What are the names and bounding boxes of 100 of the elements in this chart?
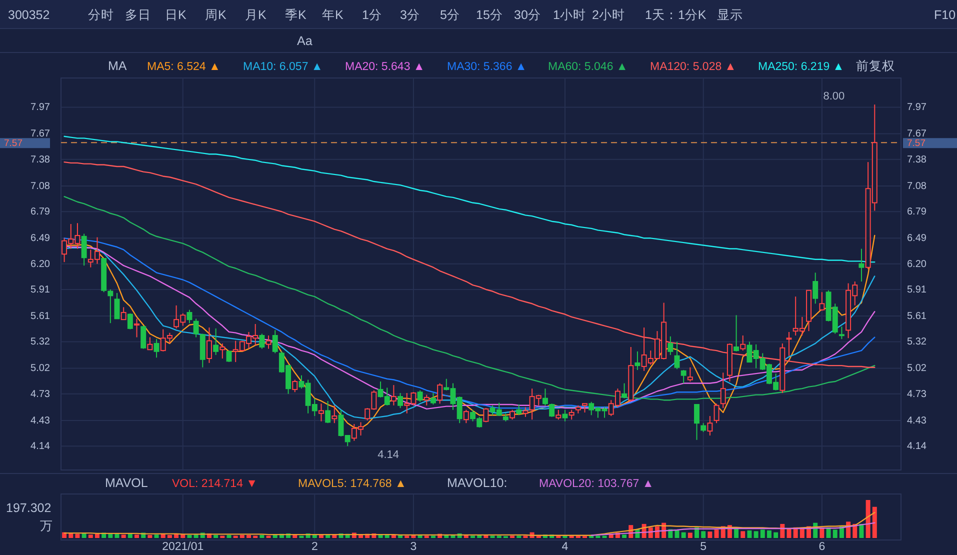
text: 月K xyxy=(245,8,267,22)
x-tick-label: 4 xyxy=(562,541,569,553)
text: MA60: 5.046 ▲ xyxy=(548,61,628,73)
candlestick xyxy=(674,341,680,370)
candlestick xyxy=(516,404,522,416)
y-tick-label: 6.20 xyxy=(30,258,50,270)
bar xyxy=(214,534,218,538)
candlestick xyxy=(259,333,265,350)
annotation: 8.00 xyxy=(823,90,845,103)
y2-tick-label: 4.43 xyxy=(907,415,927,426)
bar xyxy=(859,524,864,538)
y-tick-label: 7.38 xyxy=(30,154,50,166)
text: MA120: 5.028 ▲ xyxy=(650,61,736,73)
bar xyxy=(260,534,264,538)
y-tick-label: 5.61 xyxy=(30,311,50,322)
text: MAVOL10: xyxy=(447,476,508,490)
x-tick-label: 3 xyxy=(410,541,417,553)
text: 周K xyxy=(205,8,227,22)
text: 前复权 xyxy=(856,59,895,73)
candlestick xyxy=(226,350,232,363)
bar xyxy=(391,534,396,538)
bar xyxy=(167,534,172,538)
candlestick xyxy=(127,312,133,330)
annotation: 4.14 xyxy=(378,449,400,462)
bar xyxy=(754,531,758,538)
text: 1天：1分K xyxy=(645,8,707,22)
bar xyxy=(318,534,324,538)
candlestick xyxy=(398,392,404,409)
candlestick xyxy=(622,382,628,399)
text: MA5: 6.524 ▲ xyxy=(147,61,220,73)
text: 1小时 xyxy=(553,8,586,22)
y-tick-label: 6.49 xyxy=(30,233,50,244)
bar xyxy=(332,534,337,538)
text: 日K xyxy=(165,8,187,22)
y-tick-label: 7.67 xyxy=(30,128,50,140)
candlestick xyxy=(114,292,120,320)
y-tick-label: 7.08 xyxy=(30,180,50,192)
bar xyxy=(701,531,706,538)
candlestick xyxy=(134,318,140,338)
text: 1分 xyxy=(362,8,382,22)
bar xyxy=(180,534,186,538)
candlestick xyxy=(549,403,555,418)
text: MAVOL xyxy=(105,476,148,490)
candlestick xyxy=(786,331,792,356)
y-tick-label: 4.43 xyxy=(30,415,50,426)
candlestick xyxy=(819,292,825,312)
y2-tick-label: 7.08 xyxy=(907,180,927,192)
text: 显示 xyxy=(717,8,743,22)
x-tick-label: 2 xyxy=(311,541,318,553)
ref-line-label: 7.57 xyxy=(907,138,926,150)
candlestick xyxy=(220,342,226,360)
y2-tick-label: 6.79 xyxy=(907,206,927,218)
bar xyxy=(68,533,74,538)
text: 万 xyxy=(40,519,53,533)
text: VOL: 214.714 ▼ xyxy=(172,478,258,490)
candlestick xyxy=(186,309,192,324)
y-tick-label: 5.91 xyxy=(30,284,50,296)
text: 15分 xyxy=(476,8,503,22)
candlestick xyxy=(193,318,199,338)
y2-tick-label: 4.14 xyxy=(907,441,927,452)
bar xyxy=(872,506,877,538)
bar xyxy=(708,532,712,538)
bar xyxy=(780,524,785,538)
candlestick xyxy=(734,314,740,352)
bar xyxy=(82,533,86,538)
candlestick xyxy=(292,379,298,393)
candlestick xyxy=(720,372,726,409)
text: MAVOL5: 174.768 ▲ xyxy=(298,478,406,490)
text: 2小时 xyxy=(592,8,625,22)
x-tick-label: 2021/01 xyxy=(162,541,204,553)
candlestick xyxy=(858,248,864,282)
bar xyxy=(94,534,100,538)
y2-tick-label: 6.20 xyxy=(907,258,927,270)
bar xyxy=(774,532,778,538)
candlestick xyxy=(838,326,844,340)
candlestick xyxy=(483,408,489,423)
candlestick xyxy=(81,233,87,266)
bar xyxy=(121,534,126,538)
bar xyxy=(622,534,627,538)
bar xyxy=(826,527,831,538)
y-tick-label: 4.73 xyxy=(30,388,50,400)
x-tick-label: 5 xyxy=(700,541,707,553)
text: 季K xyxy=(285,8,307,22)
candlestick xyxy=(424,394,430,406)
text: MA20: 5.643 ▲ xyxy=(345,61,425,73)
candlestick xyxy=(437,382,443,404)
candlestick xyxy=(390,384,396,406)
bar xyxy=(246,534,252,538)
y2-tick-label: 7.97 xyxy=(907,102,927,114)
y2-tick-label: 5.32 xyxy=(907,336,927,348)
bar xyxy=(681,532,686,538)
candlestick xyxy=(542,388,548,406)
bar xyxy=(832,530,838,538)
candlestick xyxy=(680,370,686,384)
bar xyxy=(272,534,278,538)
bar xyxy=(800,528,804,538)
y-tick-label: 7.97 xyxy=(30,102,50,114)
y2-tick-label: 7.67 xyxy=(907,128,927,140)
candlestick xyxy=(430,392,436,406)
candlestick xyxy=(206,327,212,364)
